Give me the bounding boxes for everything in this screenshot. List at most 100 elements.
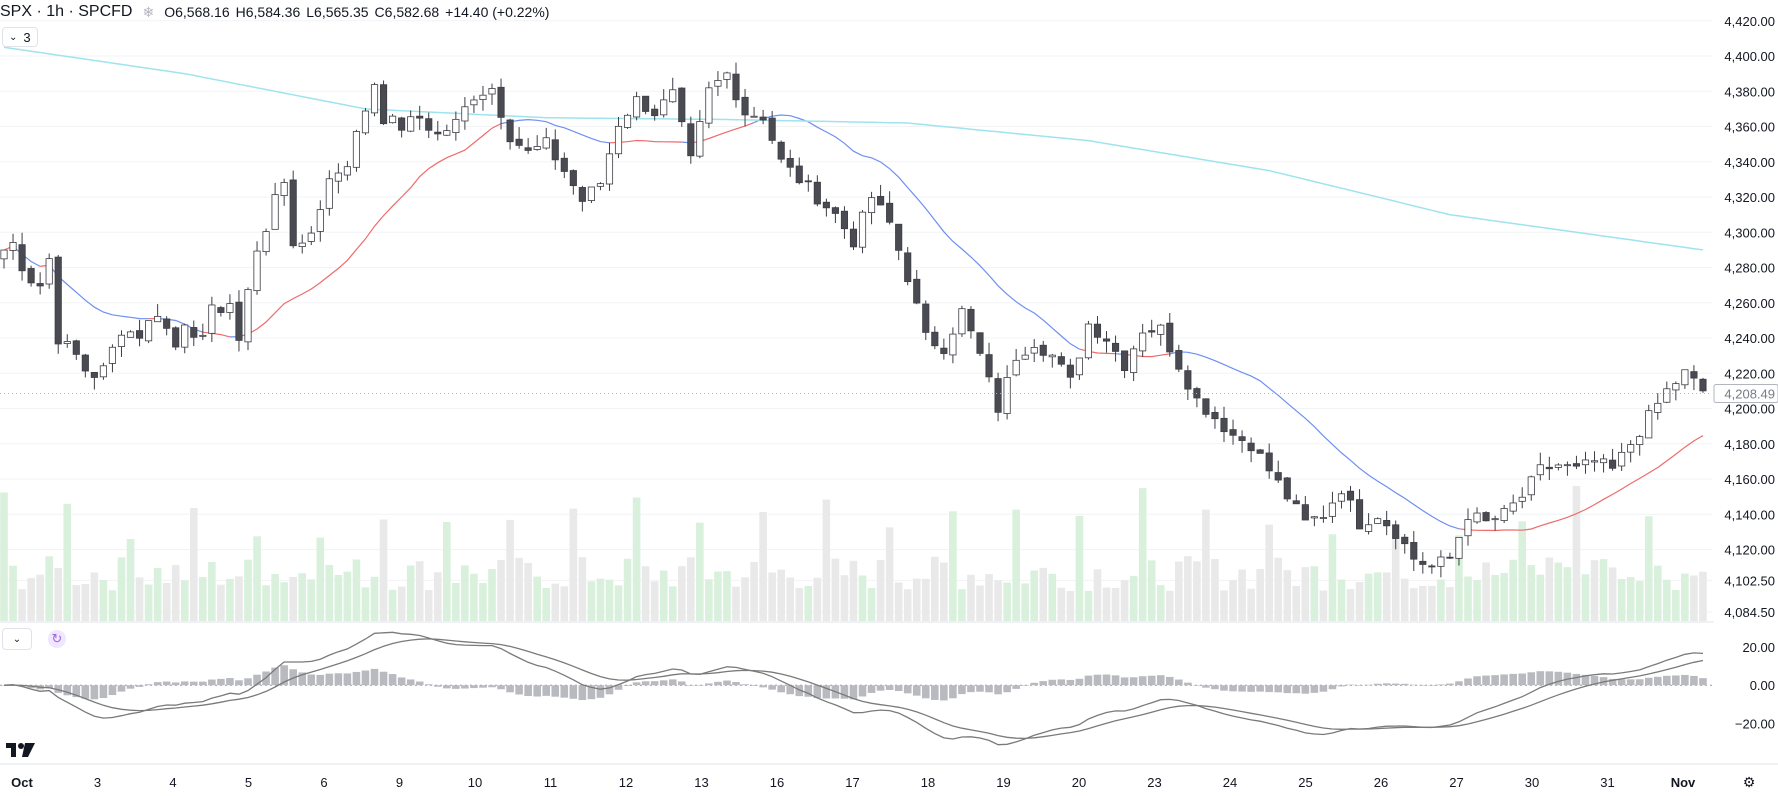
volume-bar (515, 557, 523, 621)
ma-fast-line (48, 264, 149, 320)
volume-bar (1500, 572, 1508, 621)
volume-bar (1156, 585, 1165, 621)
volume-bar (623, 558, 632, 621)
candle-down (434, 131, 442, 135)
volume-bar (1111, 587, 1120, 621)
macd-histogram-bar (1084, 675, 1093, 686)
indicators-toggle-button[interactable]: ⌄ 3 (2, 27, 38, 47)
macd-histogram-bar (1328, 685, 1337, 690)
macd-histogram-bar (668, 679, 677, 686)
candle-down (1102, 338, 1111, 342)
candle-down (1346, 490, 1355, 501)
ma-fast-line (202, 331, 231, 338)
macd-pane-toggle-button[interactable]: ⌄ (2, 628, 32, 650)
volume-bar (1527, 565, 1536, 621)
macd-histogram-bar (54, 685, 63, 693)
candle-up (1030, 347, 1038, 354)
macd-histogram-bar (244, 678, 252, 686)
macd-tick-label: 0.00 (1750, 678, 1775, 693)
candle-down (840, 210, 849, 230)
symbol-title[interactable]: SPX · 1h · SPCFD (0, 3, 133, 20)
volume-bar (1184, 556, 1192, 621)
tradingview-logo-icon[interactable] (6, 740, 36, 758)
macd-histogram-bar (1337, 685, 1346, 687)
refresh-icon[interactable]: ↻ (48, 630, 66, 648)
candle-down (551, 139, 559, 161)
volume-bar (1644, 516, 1653, 621)
macd-tick-label: 20.00 (1742, 640, 1775, 655)
candle-up (1365, 524, 1373, 532)
candle-up (443, 130, 451, 136)
candle-down (1238, 436, 1246, 441)
macd-histogram-bar (578, 685, 587, 701)
volume-bar (1635, 581, 1644, 621)
candle-up (1437, 556, 1445, 567)
candle-down (1111, 342, 1120, 352)
candle-down (895, 223, 903, 251)
snowflake-icon[interactable]: ❄ (142, 3, 155, 20)
candle-up (1139, 332, 1147, 352)
candle-up (1618, 451, 1626, 467)
candle-up (633, 96, 641, 118)
volume-bar (1581, 574, 1590, 621)
volume-bar (1446, 587, 1454, 621)
macd-histogram-bar (1256, 685, 1264, 692)
macd-histogram-bar (1428, 685, 1436, 686)
candle-down (1410, 542, 1418, 560)
candle-down (1609, 459, 1617, 469)
candle-up (705, 87, 713, 124)
candle-up (244, 289, 252, 343)
macd-histogram-bar (1030, 682, 1039, 686)
volume-bar (1202, 509, 1210, 621)
price-axis[interactable]: 4,420.00 4,400.00 4,380.00 4,360.00 4,340.00… (1724, 14, 1775, 620)
candle-down (940, 347, 948, 354)
time-tick-label: 20 (1072, 775, 1086, 790)
volume-bar (1039, 567, 1048, 621)
volume-bar (650, 581, 659, 621)
volume-bar (361, 587, 370, 621)
price-label-text: 4,208.49 (1724, 387, 1775, 402)
volume-bar (1274, 557, 1283, 621)
volume-bar (1554, 562, 1563, 621)
volume-bar (36, 574, 44, 621)
volume-bar (1690, 575, 1698, 621)
volume-bar (1653, 565, 1662, 621)
macd-histogram-bar (750, 685, 758, 686)
macd-axis[interactable]: 20.00 0.00 −20.00 (1735, 640, 1775, 731)
price-tick-label: 4,160.00 (1724, 472, 1775, 487)
time-tick-label: 17 (845, 775, 859, 790)
macd-histogram-bar (1093, 674, 1102, 686)
time-axis[interactable]: Oct 3 4 5 6 9 10 11 12 13 16 17 18 19 20 23 24 25 26 27 30 31… (0, 763, 1778, 790)
macd-histogram-bar (0, 685, 8, 686)
volume-bar (135, 577, 144, 621)
macd-histogram-bar (334, 673, 343, 686)
volume-bar (1373, 572, 1382, 621)
time-tick-label: 19 (996, 775, 1010, 790)
candle-up (1084, 323, 1093, 359)
macd-histogram-bar (596, 685, 605, 698)
macd-histogram-bar (180, 681, 189, 686)
candle-up (605, 153, 614, 185)
volume-bar (840, 575, 849, 621)
volume-bar (1265, 524, 1273, 621)
volume-bar (1310, 566, 1319, 621)
volume-bar (1093, 569, 1102, 621)
price-tick-label: 4,380.00 (1724, 84, 1775, 99)
macd-histogram-bar (1409, 684, 1418, 686)
volume-bar (551, 583, 560, 621)
volume-bar (949, 511, 957, 621)
volume-bar (967, 574, 975, 621)
macd-histogram-bar (1518, 673, 1527, 686)
candle-down (135, 330, 144, 339)
macd-histogram-bar (677, 681, 686, 686)
volume-bar (687, 557, 695, 621)
volume-bar (578, 557, 587, 621)
volume-bar (524, 562, 532, 621)
macd-histogram-bar (497, 685, 505, 690)
volume-bar (180, 580, 189, 621)
candle-down (1419, 560, 1427, 565)
candle-up (352, 131, 361, 168)
volume-bar (1608, 567, 1617, 621)
gear-icon[interactable]: ⚙ (1742, 774, 1756, 790)
